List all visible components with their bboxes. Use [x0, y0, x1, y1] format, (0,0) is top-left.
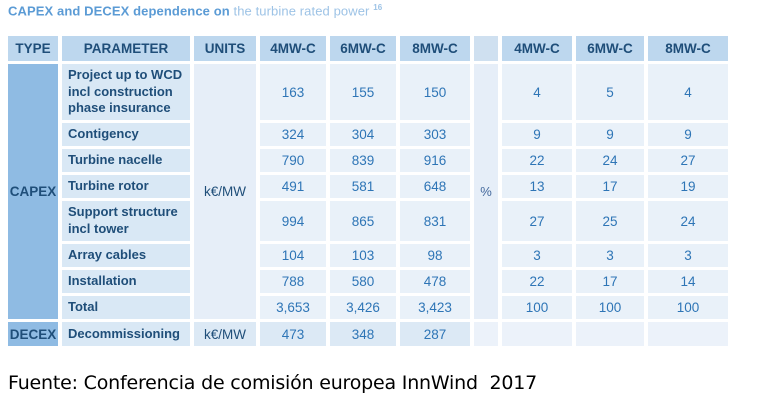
percent-cell: 3	[576, 244, 644, 267]
table-row-project-wcd: CAPEX Project up to WCD incl constructio…	[8, 64, 728, 319]
percent-cell: 22	[502, 149, 572, 172]
table-row-turbine-rotor: Turbine rotor 491 581 648 13 17 19	[8, 175, 728, 198]
table-header-row: TYPE PARAMETER UNITS 4MW-C 6MW-C 8MW-C 4…	[8, 36, 728, 61]
percent-cell: 19	[648, 175, 728, 198]
percent-cell: 9	[502, 123, 572, 146]
value-cell: 790	[260, 149, 326, 172]
capex-type-cell: CAPEX	[8, 64, 58, 319]
empty-cell	[474, 322, 498, 346]
percent-symbol-cell: %	[474, 64, 498, 319]
parameter-cell: Project up to WCD incl construction phas…	[62, 64, 190, 120]
parameter-cell: Contigency	[62, 123, 190, 146]
percent-cell: 14	[648, 270, 728, 293]
value-cell: 287	[400, 322, 470, 346]
value-cell: 304	[330, 123, 396, 146]
value-cell: 103	[330, 244, 396, 267]
value-cell: 3,653	[260, 296, 326, 319]
table-row-total: Total 3,653 3,426 3,423 100 100 100	[8, 296, 728, 319]
parameter-cell: Installation	[62, 270, 190, 293]
value-cell: 98	[400, 244, 470, 267]
decex-units-cell: k€/MW	[194, 322, 256, 346]
header-spacer	[474, 36, 498, 61]
value-cell: 324	[260, 123, 326, 146]
value-cell: 104	[260, 244, 326, 267]
percent-cell: 9	[576, 123, 644, 146]
header-type: TYPE	[8, 36, 58, 61]
header-8mwc-pct: 8MW-C	[648, 36, 728, 61]
parameter-cell: Decommissioning	[62, 322, 190, 346]
percent-cell: 22	[502, 270, 572, 293]
percent-cell: 17	[576, 270, 644, 293]
value-cell: 155	[330, 64, 396, 120]
page-title: CAPEX and DECEX dependence on the turbin…	[8, 3, 382, 18]
table-row-contigency: Contigency 324 304 303 9 9 9	[8, 123, 728, 146]
source-caption: Fuente: Conferencia de comisión europea …	[8, 372, 538, 394]
percent-cell: 9	[648, 123, 728, 146]
percent-cell: 27	[502, 201, 572, 241]
value-cell: 839	[330, 149, 396, 172]
percent-cell: 100	[648, 296, 728, 319]
percent-cell: 5	[576, 64, 644, 120]
parameter-cell: Turbine rotor	[62, 175, 190, 198]
value-cell: 831	[400, 201, 470, 241]
percent-cell: 3	[648, 244, 728, 267]
value-cell: 916	[400, 149, 470, 172]
percent-cell: 100	[502, 296, 572, 319]
header-6mwc-abs: 6MW-C	[330, 36, 396, 61]
capex-decex-table: TYPE PARAMETER UNITS 4MW-C 6MW-C 8MW-C 4…	[4, 33, 732, 349]
header-4mwc-abs: 4MW-C	[260, 36, 326, 61]
parameter-cell: Turbine nacelle	[62, 149, 190, 172]
percent-cell: 100	[576, 296, 644, 319]
title-light-text: the turbine rated power	[229, 3, 374, 19]
parameter-cell: Total	[62, 296, 190, 319]
table-row-decommissioning: DECEX Decommissioning k€/MW 473 348 287	[8, 322, 728, 346]
table-row-installation: Installation 788 580 478 22 17 14	[8, 270, 728, 293]
percent-cell: 25	[576, 201, 644, 241]
table-row-turbine-nacelle: Turbine nacelle 790 839 916 22 24 27	[8, 149, 728, 172]
header-units: UNITS	[194, 36, 256, 61]
percent-cell: 24	[576, 149, 644, 172]
percent-cell: 13	[502, 175, 572, 198]
value-cell: 473	[260, 322, 326, 346]
table-row-support-structure: Support structure incl tower 994 865 831…	[8, 201, 728, 241]
empty-cell	[502, 322, 572, 346]
value-cell: 163	[260, 64, 326, 120]
table-row-array-cables: Array cables 104 103 98 3 3 3	[8, 244, 728, 267]
value-cell: 150	[400, 64, 470, 120]
capex-units-cell: k€/MW	[194, 64, 256, 319]
empty-cell	[648, 322, 728, 346]
value-cell: 580	[330, 270, 396, 293]
value-cell: 303	[400, 123, 470, 146]
header-4mwc-pct: 4MW-C	[502, 36, 572, 61]
header-parameter: PARAMETER	[62, 36, 190, 61]
parameter-cell: Support structure incl tower	[62, 201, 190, 241]
value-cell: 648	[400, 175, 470, 198]
header-6mwc-pct: 6MW-C	[576, 36, 644, 61]
percent-cell: 3	[502, 244, 572, 267]
value-cell: 3,423	[400, 296, 470, 319]
percent-cell: 4	[648, 64, 728, 120]
value-cell: 491	[260, 175, 326, 198]
value-cell: 865	[330, 201, 396, 241]
percent-cell: 24	[648, 201, 728, 241]
value-cell: 3,426	[330, 296, 396, 319]
header-8mwc-abs: 8MW-C	[400, 36, 470, 61]
percent-cell: 4	[502, 64, 572, 120]
value-cell: 348	[330, 322, 396, 346]
value-cell: 478	[400, 270, 470, 293]
value-cell: 581	[330, 175, 396, 198]
title-bold-text: CAPEX and DECEX dependence on	[8, 3, 230, 19]
decex-type-cell: DECEX	[8, 322, 58, 346]
value-cell: 788	[260, 270, 326, 293]
value-cell: 994	[260, 201, 326, 241]
percent-cell: 17	[576, 175, 644, 198]
title-superscript: 16	[373, 3, 383, 12]
percent-cell: 27	[648, 149, 728, 172]
empty-cell	[576, 322, 644, 346]
parameter-cell: Array cables	[62, 244, 190, 267]
